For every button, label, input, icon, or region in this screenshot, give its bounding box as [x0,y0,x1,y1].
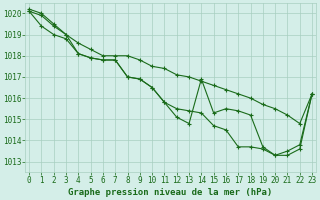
X-axis label: Graphe pression niveau de la mer (hPa): Graphe pression niveau de la mer (hPa) [68,188,273,197]
